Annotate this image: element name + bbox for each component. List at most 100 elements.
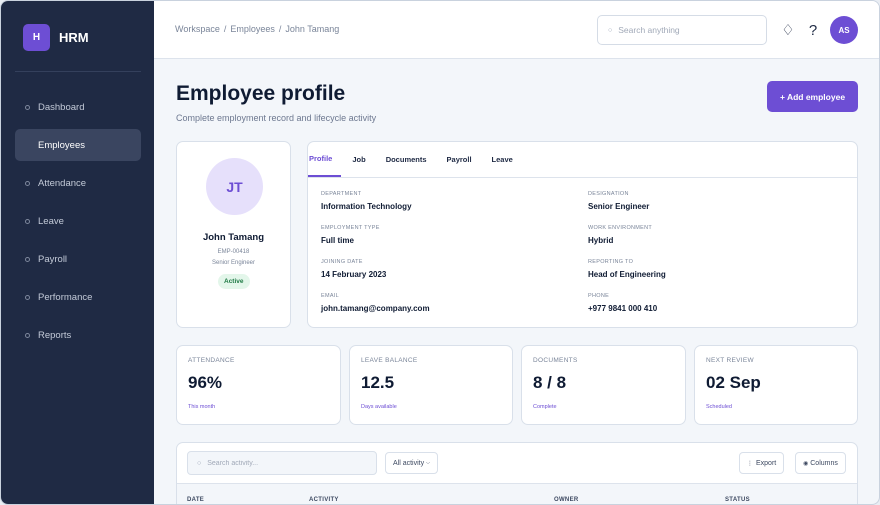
dot-icon	[25, 256, 30, 262]
activity-card: ○ All activity⌵ ⋮Export ◉Columns DATE AC…	[176, 442, 858, 504]
stat-label: LEAVE BALANCE	[361, 357, 418, 364]
breadcrumb-workspace[interactable]: Workspace	[175, 24, 220, 34]
export-button[interactable]: ⋮ Export	[739, 452, 785, 474]
stat-note: Scheduled	[706, 404, 732, 410]
table-header: DATE ACTIVITY OWNER STATUS	[177, 483, 857, 504]
diamond-icon[interactable]: ♢	[781, 22, 795, 39]
sidebar-item-attendance[interactable]: Attendance	[15, 167, 141, 199]
stat-value: 96%	[188, 373, 223, 392]
dot-icon	[25, 180, 30, 186]
columns-icon: ◉	[803, 460, 809, 467]
column-header-activity[interactable]: ACTIVITY	[309, 497, 339, 503]
tab-job[interactable]: Job	[352, 155, 366, 164]
stat-label: NEXT REVIEW	[706, 357, 754, 364]
columns-button[interactable]: ◉ Columns	[795, 452, 846, 474]
sidebar-item-label: Reports	[38, 329, 72, 341]
activity-search[interactable]: ○	[187, 451, 377, 475]
sidebar: H HRM Dashboard Employees Attendance Lea…	[1, 1, 154, 504]
sidebar-item-leave[interactable]: Leave	[15, 205, 141, 237]
stat-note: This month	[188, 404, 216, 410]
stat-value: 8 / 8	[533, 373, 567, 392]
column-header-owner[interactable]: OWNER	[554, 497, 579, 503]
search-input[interactable]	[618, 25, 759, 35]
profile-avatar: JT	[206, 158, 263, 215]
field-label: EMAIL	[321, 293, 340, 299]
brand-name: HRM	[59, 30, 89, 45]
stat-label: DOCUMENTS	[533, 357, 578, 364]
filter-label: All activity	[393, 459, 425, 467]
field-value: Information Technology	[321, 202, 412, 211]
field-value: 14 February 2023	[321, 270, 387, 279]
field-value: +977 9841 000 410	[588, 304, 658, 313]
dot-icon	[25, 294, 30, 300]
tab-leave[interactable]: Leave	[491, 155, 513, 164]
field-department: DEPARTMENT Information Technology	[321, 191, 412, 211]
sidebar-item-employees[interactable]: Employees	[15, 129, 141, 161]
field-employment-type: EMPLOYMENT TYPE Full time	[321, 225, 380, 245]
activity-filter-dropdown[interactable]: All activity ⌵	[385, 452, 438, 474]
column-header-date[interactable]: DATE	[187, 497, 205, 503]
breadcrumb-current: John Tamang	[285, 24, 340, 34]
sidebar-item-reports[interactable]: Reports	[15, 319, 141, 351]
activity-search-input[interactable]	[207, 459, 368, 467]
field-value: Head of Engineering	[588, 270, 666, 279]
tab-profile[interactable]: Profile	[308, 142, 342, 177]
sidebar-item-label: Dashboard	[38, 101, 85, 113]
brand[interactable]: H HRM	[23, 24, 89, 51]
field-reporting-to: REPORTING TO Head of Engineering	[588, 259, 666, 279]
field-label: PHONE	[588, 293, 610, 299]
help-icon[interactable]: ?	[808, 21, 818, 39]
field-email: EMAIL john.tamang@company.com	[321, 293, 430, 313]
field-designation: DESIGNATION Senior Engineer	[588, 191, 649, 211]
stat-card-next-review: NEXT REVIEW 02 Sep Scheduled	[694, 345, 858, 425]
profile-tabs: Profile Job Documents Payroll Leave	[308, 142, 857, 178]
field-value: Senior Engineer	[588, 202, 650, 211]
status-badge: Active	[218, 274, 250, 289]
chevron-down-icon: ⌵	[426, 460, 430, 466]
tab-documents[interactable]: Documents	[385, 155, 427, 164]
topbar: Workspace/Employees/John Tamang ○ ♢ ? AS	[154, 1, 879, 59]
dot-icon	[25, 332, 30, 338]
search-icon: ○	[608, 26, 613, 34]
dot-icon	[25, 104, 30, 110]
field-value: Hybrid	[588, 236, 614, 245]
field-label: DEPARTMENT	[321, 191, 362, 197]
field-value: Full time	[321, 236, 354, 245]
sidebar-item-label: Payroll	[38, 253, 68, 265]
sidebar-item-performance[interactable]: Performance	[15, 281, 141, 313]
field-value[interactable]: john.tamang@company.com	[321, 304, 430, 313]
stat-label: ATTENDANCE	[188, 357, 235, 364]
stat-card-attendance: ATTENDANCE 96% This month	[176, 345, 341, 425]
export-label: Export	[756, 459, 777, 467]
field-label: WORK ENVIRONMENT	[588, 225, 653, 231]
stat-note: Days available	[361, 404, 397, 410]
page-title: Employee profile	[176, 82, 346, 105]
global-search[interactable]: ○	[597, 15, 767, 45]
stat-value: 12.5	[361, 373, 395, 392]
stat-value: 02 Sep	[706, 373, 761, 392]
breadcrumb-employees[interactable]: Employees	[230, 24, 275, 34]
user-avatar[interactable]: AS	[830, 16, 858, 44]
employee-id: EMP-00418	[217, 249, 250, 255]
sidebar-item-label: Employees	[38, 139, 85, 151]
column-header-status[interactable]: STATUS	[725, 497, 750, 503]
add-employee-button[interactable]: + Add employee	[767, 81, 858, 112]
sidebar-item-dashboard[interactable]: Dashboard	[15, 91, 141, 123]
dot-icon	[25, 218, 30, 224]
columns-label: Columns	[810, 459, 838, 467]
sidebar-item-payroll[interactable]: Payroll	[15, 243, 141, 275]
field-phone: PHONE +977 9841 000 410	[588, 293, 657, 313]
breadcrumb: Workspace / Employees / John Tamang	[175, 24, 339, 34]
export-icon: ⋮	[747, 460, 753, 467]
profile-name: John Tamang	[202, 232, 265, 243]
field-work-environment: WORK ENVIRONMENT Hybrid	[588, 225, 652, 245]
profile-card: JT John Tamang EMP-00418 Senior Engineer…	[176, 141, 291, 328]
search-icon: ○	[197, 459, 202, 467]
field-joining-date: JOINING DATE 14 February 2023	[321, 259, 386, 279]
sidebar-item-label: Performance	[38, 291, 93, 303]
field-label: EMPLOYMENT TYPE	[321, 225, 380, 231]
sidebar-item-label: Attendance	[38, 177, 87, 189]
tab-payroll[interactable]: Payroll	[446, 155, 472, 164]
field-label: REPORTING TO	[588, 259, 634, 265]
